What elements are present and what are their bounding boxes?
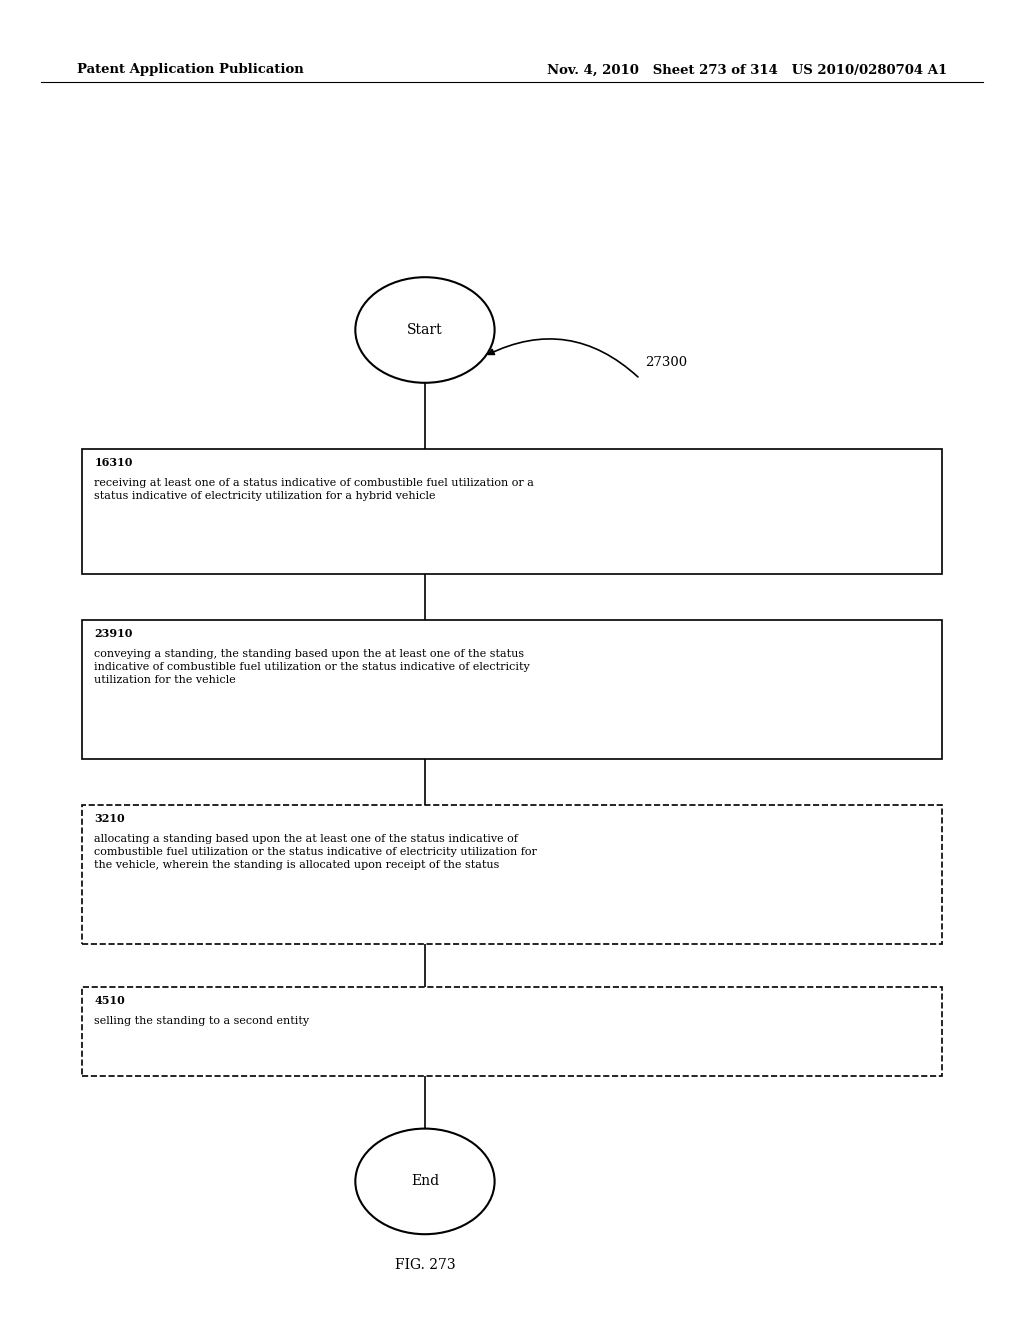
Text: conveying a standing, the standing based upon the at least one of the status
ind: conveying a standing, the standing based… — [94, 649, 530, 685]
Text: 4510: 4510 — [94, 995, 125, 1006]
Text: allocating a standing based upon the at least one of the status indicative of
co: allocating a standing based upon the at … — [94, 834, 537, 870]
Ellipse shape — [355, 1129, 495, 1234]
Text: 16310: 16310 — [94, 457, 132, 467]
Text: 3210: 3210 — [94, 813, 125, 824]
Text: FIG. 273: FIG. 273 — [394, 1258, 456, 1271]
Text: Start: Start — [408, 323, 442, 337]
Bar — [82, 805, 942, 944]
Bar — [82, 987, 942, 1076]
Bar — [82, 449, 942, 574]
Text: receiving at least one of a status indicative of combustible fuel utilization or: receiving at least one of a status indic… — [94, 478, 535, 500]
Bar — [82, 620, 942, 759]
Text: selling the standing to a second entity: selling the standing to a second entity — [94, 1016, 309, 1027]
Text: 23910: 23910 — [94, 628, 132, 639]
Text: Nov. 4, 2010   Sheet 273 of 314   US 2010/0280704 A1: Nov. 4, 2010 Sheet 273 of 314 US 2010/02… — [547, 63, 947, 77]
Text: Patent Application Publication: Patent Application Publication — [77, 63, 303, 77]
Ellipse shape — [355, 277, 495, 383]
Text: End: End — [411, 1175, 439, 1188]
Text: 27300: 27300 — [645, 356, 687, 370]
